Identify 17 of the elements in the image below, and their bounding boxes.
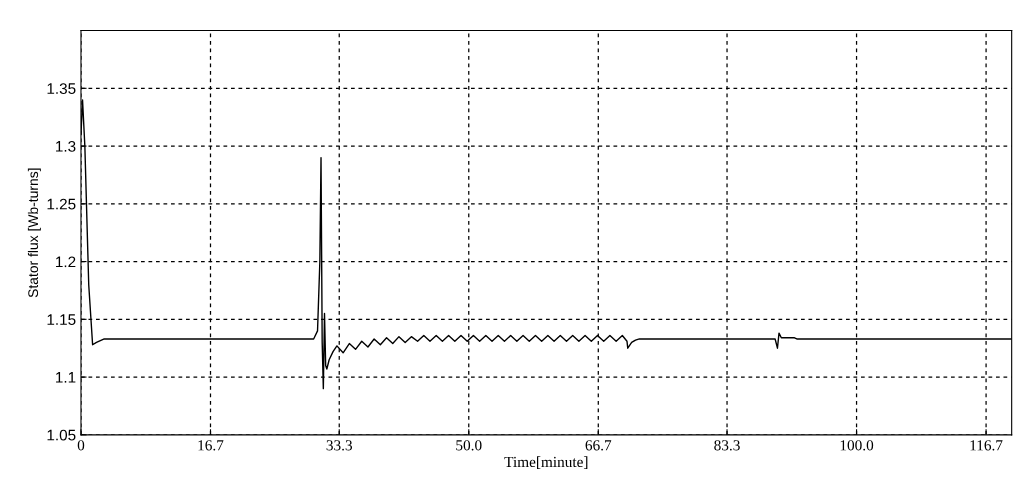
x-tick-label: 116.7 xyxy=(970,440,1003,451)
x-axis-title: Time[minute] xyxy=(504,456,588,469)
x-tick-label: 33.3 xyxy=(326,440,353,451)
x-tick-label: 16.7 xyxy=(198,440,224,451)
y-tick-label: 1.05 xyxy=(47,429,76,441)
x-tick-label: 0 xyxy=(77,440,85,451)
x-tick-label: 100.0 xyxy=(840,440,874,451)
x-tick-label: 83.3 xyxy=(714,440,740,451)
y-axis-title: Stator flux [Wb-turns] xyxy=(27,168,41,298)
y-tick-label: 1.1 xyxy=(56,372,76,383)
x-tick-label: 66.7 xyxy=(585,440,612,451)
y-tick-label: 1.25 xyxy=(47,198,76,210)
x-tick-label: 50.0 xyxy=(456,440,482,451)
y-tick-label: 1.35 xyxy=(47,83,76,94)
y-tick-label: 1.2 xyxy=(56,256,76,268)
y-tick-label: 1.15 xyxy=(47,314,76,326)
y-tick-label: 1.3 xyxy=(56,140,76,152)
